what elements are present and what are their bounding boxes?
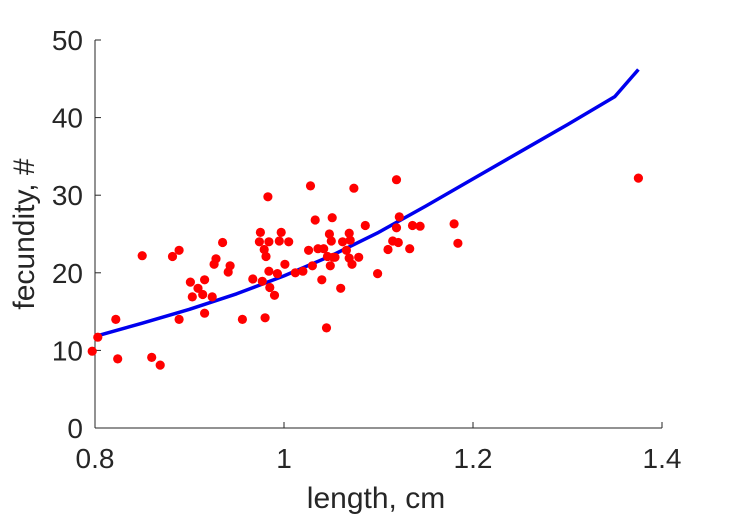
data-point: [263, 192, 273, 202]
data-point: [207, 292, 217, 302]
data-point: [255, 227, 265, 237]
data-point: [167, 251, 178, 262]
axes: [94, 39, 663, 429]
data-point: [405, 244, 415, 254]
data-point: [137, 251, 147, 261]
x-tick-label: 0.8: [76, 443, 115, 474]
data-point: [264, 237, 274, 247]
y-tick-label: 40: [52, 103, 83, 134]
data-point: [336, 283, 346, 293]
data-point: [327, 213, 337, 223]
data-point: [155, 360, 165, 370]
data-point: [113, 354, 123, 364]
data-point: [264, 266, 274, 276]
data-point: [304, 245, 314, 255]
data-point: [87, 346, 97, 356]
data-point: [276, 227, 286, 237]
data-point: [257, 276, 267, 286]
data-point: [147, 352, 157, 362]
data-point: [449, 219, 459, 229]
data-point: [393, 237, 403, 248]
data-point: [254, 237, 264, 247]
data-point: [265, 282, 275, 293]
data-point: [325, 261, 335, 271]
data-point: [324, 229, 334, 239]
y-tick-label: 10: [52, 335, 83, 366]
data-point: [200, 308, 210, 318]
y-tick-label: 50: [52, 25, 83, 56]
y-tick-label: 30: [52, 180, 83, 211]
data-point: [261, 251, 271, 262]
data-point: [185, 277, 195, 287]
data-point: [391, 223, 402, 233]
y-axis-label: fecundity, #: [8, 158, 41, 310]
data-point: [225, 261, 235, 271]
x-tick-label: 1: [276, 443, 292, 474]
data-point: [280, 259, 290, 269]
data-point: [237, 314, 247, 324]
data-point: [198, 289, 208, 300]
data-point: [341, 245, 351, 255]
data-point: [319, 244, 329, 254]
data-point: [174, 314, 184, 324]
data-point: [93, 332, 103, 342]
data-point: [298, 266, 308, 276]
data-point: [305, 181, 316, 191]
data-point: [284, 237, 294, 247]
data-point: [272, 269, 282, 279]
data-point: [274, 236, 284, 246]
data-point: [317, 275, 327, 285]
data-point: [200, 275, 210, 285]
data-point: [259, 244, 269, 255]
data-point: [338, 237, 348, 247]
data-point: [248, 274, 258, 284]
data-point: [453, 238, 463, 248]
fit-curve-line: [94, 68, 640, 339]
points-layer: [87, 173, 644, 370]
data-point: [260, 313, 270, 323]
data-point: [310, 215, 320, 225]
data-point: [290, 268, 300, 278]
data-point: [415, 221, 425, 231]
data-point: [394, 212, 404, 222]
data-point: [326, 236, 336, 246]
data-point: [211, 254, 221, 264]
fit-curve-layer: [94, 68, 640, 339]
data-point: [111, 314, 121, 324]
data-point: [360, 220, 370, 231]
data-point: [345, 235, 355, 245]
data-point: [633, 173, 644, 183]
data-point: [373, 269, 383, 279]
data-point: [391, 175, 402, 185]
x-axis-label: length, cm: [307, 482, 445, 515]
data-point: [407, 220, 418, 231]
data-point: [347, 259, 357, 269]
data-point: [321, 323, 332, 333]
data-point: [330, 252, 340, 262]
data-point: [383, 244, 393, 255]
data-point: [218, 237, 228, 248]
data-point: [174, 245, 184, 255]
x-tick-label: 1.4: [643, 443, 682, 474]
data-point: [344, 228, 354, 238]
data-point: [349, 183, 359, 193]
data-point: [354, 252, 364, 262]
data-point: [187, 292, 197, 302]
data-point: [269, 290, 280, 300]
tick-labels: 0.8 1 1.2 1.4 0 10 20 30 40 50: [52, 25, 682, 474]
x-tick-label: 1.2: [454, 443, 493, 474]
data-point: [307, 261, 317, 271]
y-tick-label: 20: [52, 258, 83, 289]
y-tick-label: 0: [67, 413, 83, 444]
